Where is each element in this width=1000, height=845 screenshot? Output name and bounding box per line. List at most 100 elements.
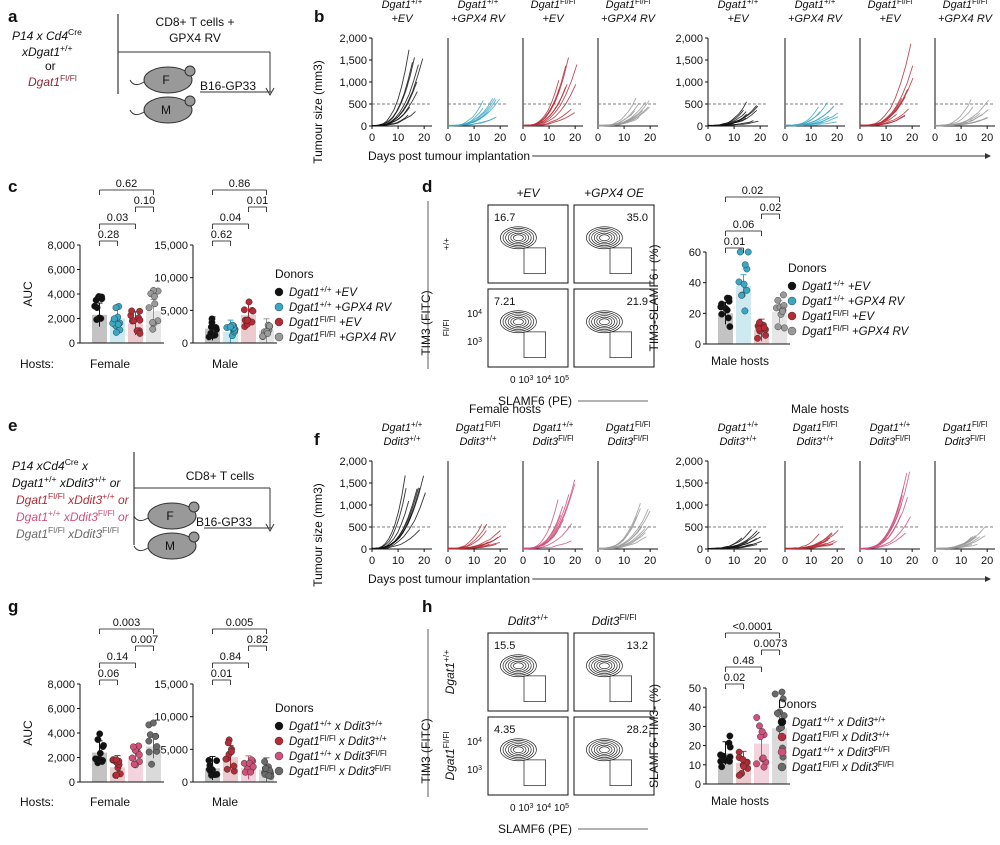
y-tick-label: 500 (349, 522, 367, 534)
legend-marker (787, 311, 797, 321)
contour (591, 313, 618, 330)
flow-grid: Ddit3+/+ Ddit3Fl/Fl Dgat1+/+ Dgat1Fl/Fl 15.5… (419, 612, 655, 836)
growth-curve (371, 58, 424, 127)
growth-curve (597, 102, 640, 127)
x-tick-label: 20 (418, 132, 430, 144)
contour (599, 234, 610, 242)
contour (593, 231, 615, 245)
flow-plot (573, 288, 655, 368)
x-tick-label: 20 (754, 132, 766, 144)
y-tick-label: 0 (182, 338, 188, 350)
x-tick-label: 0 (857, 132, 863, 144)
growth-curve (707, 531, 760, 550)
p-value: 0.03 (107, 212, 128, 224)
x-tick-label: 20 (418, 555, 430, 567)
contour (510, 660, 527, 671)
subplot-genotype: Dgat1+/+ (382, 420, 423, 435)
data-point (151, 293, 158, 300)
x-tick-label: 20 (831, 555, 843, 567)
mouse-female: F (129, 65, 196, 94)
growth-curve (785, 121, 837, 127)
contour (591, 741, 618, 758)
growth-curve (784, 106, 834, 127)
subplot-treatment: +GPX4 RV (938, 13, 994, 25)
data-point (741, 307, 749, 315)
data-point (762, 331, 769, 339)
e-genotype-1: P14 xCd4Cre x (12, 457, 89, 473)
data-point (151, 733, 159, 740)
contour (505, 313, 532, 330)
data-point (774, 296, 782, 304)
subplot-treatment: +EV (391, 13, 414, 25)
x-tick-label: 0 (782, 132, 788, 144)
legend-label: Dgat1Fl/Fl x Ddit3Fl/Fl (289, 764, 391, 779)
data-point (265, 772, 273, 780)
subplot-treatment: +GPX4 RV (451, 13, 507, 25)
y-tick-label: 2,000 (339, 33, 367, 45)
contour (507, 315, 529, 329)
legend-marker (777, 747, 787, 757)
legend-marker (274, 766, 284, 776)
p-value: 0.02 (760, 202, 781, 214)
contour (513, 662, 524, 670)
y-tick-label: 15,000 (154, 240, 188, 252)
y-tick-label: 0 (69, 777, 75, 789)
y-tick-label: 20 (689, 741, 701, 753)
x-tick-label: 10 (468, 132, 480, 144)
legend-label: Dgat1+/+ x Ddit3+/+ (792, 715, 886, 730)
panel-letter-d: d (422, 177, 432, 196)
y-tick-label: 0 (695, 339, 701, 351)
flow-row-label: Dgat1Fl/Fl (441, 732, 457, 781)
bar (736, 285, 751, 344)
bar-chart: 0 5,000 10,000 15,000 0.62 0.04 0.01 0.86 (154, 178, 277, 350)
male-hosts-label: Male hosts (711, 794, 769, 808)
subplot-treatment: Ddit3+/+ (383, 434, 421, 449)
data-point (718, 763, 726, 771)
contour (591, 229, 618, 246)
contour (507, 231, 529, 245)
gate-percentage: 15.5 (494, 640, 515, 652)
contour (510, 316, 527, 327)
gate (523, 675, 546, 703)
growth-ylabel: Tumour size (mm3) (311, 483, 325, 587)
x-tick-label: 10 (392, 555, 404, 567)
y-tick-label: 104 (467, 737, 482, 749)
y-tick-label: 30 (689, 721, 701, 733)
y-label: SLAMF6-TIM3- (%) (647, 684, 661, 788)
data-point (740, 280, 748, 288)
p-value: 0.06 (733, 219, 754, 231)
y-tick-label: 500 (685, 99, 703, 111)
contour (500, 654, 537, 678)
gate (523, 331, 546, 359)
contour (588, 740, 621, 760)
y-tick-label: 2,000 (675, 33, 703, 45)
growth-curve (859, 516, 911, 549)
y-tick-label: 6,000 (47, 265, 75, 277)
legend-label: Dgat1Fl/Fl +EV (289, 315, 362, 330)
y-tick-label: 1,000 (675, 77, 703, 89)
data-point (738, 291, 745, 299)
x-tick-label: 10 (805, 555, 817, 567)
x-tick-label: 10 (543, 555, 555, 567)
data-point (149, 325, 157, 333)
data-point (773, 709, 781, 717)
legend-label: Dgat1Fl/Fl x Ddit3+/+ (289, 734, 387, 749)
data-point (113, 771, 120, 779)
data-point (779, 307, 786, 315)
data-point (735, 771, 743, 779)
growth-curve (522, 494, 570, 550)
legend-label: Dgat1+/+ x Ddit3Fl/Fl (289, 749, 387, 764)
x-tick-label: 10 (618, 555, 630, 567)
data-point (128, 307, 136, 315)
data-point (760, 763, 768, 771)
y-tick-label: 5,000 (160, 744, 188, 756)
mouse-body (143, 96, 193, 124)
x-tick-label: 0 (705, 132, 711, 144)
p-value: 0.02 (742, 185, 763, 197)
data-point (151, 300, 159, 308)
flow-plot (487, 632, 569, 712)
